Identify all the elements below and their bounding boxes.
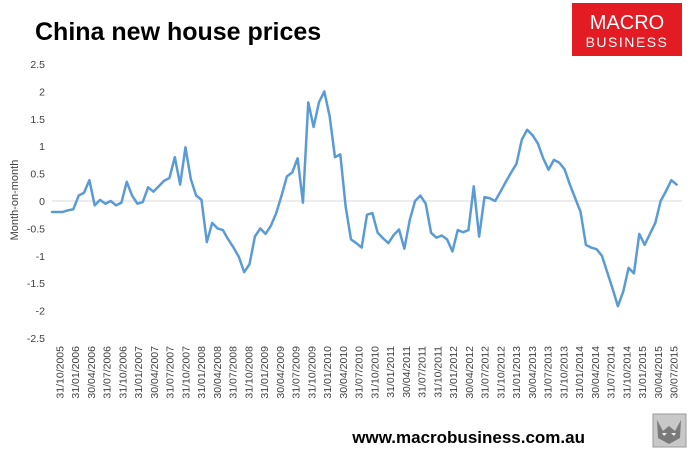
x-tick-label: 31/10/2011 xyxy=(432,346,444,398)
y-axis-ticks: 2.5 2 1.5 1 0.5 0 -0.5 -1 -1.5 -2 -2.5 xyxy=(27,59,45,345)
y-axis-label: Month-on-month xyxy=(9,160,21,241)
x-tick-label: 30/04/2011 xyxy=(401,346,413,398)
x-tick-label: 30/04/2010 xyxy=(338,346,350,399)
y-tick-label: 2.5 xyxy=(30,59,45,71)
x-tick-label: 31/07/2013 xyxy=(543,346,555,399)
x-tick-label: 31/07/2006 xyxy=(102,346,114,399)
logo-line2: BUSINESS xyxy=(586,34,669,50)
x-tick-label: 30/04/2006 xyxy=(86,346,98,399)
x-tick-label: 31/01/2012 xyxy=(448,346,460,399)
chart-title: China new house prices xyxy=(35,18,321,46)
x-tick-label: 30/04/2007 xyxy=(149,346,161,399)
y-tick-label: -2 xyxy=(36,306,45,318)
x-tick-label: 31/10/2009 xyxy=(306,346,318,399)
y-tick-label: 1 xyxy=(39,141,45,153)
x-tick-label: 30/04/2013 xyxy=(527,346,539,399)
x-tick-label: 31/07/2008 xyxy=(228,346,240,399)
y-tick-label: -1 xyxy=(36,251,45,263)
wolf-icon xyxy=(652,413,687,448)
x-tick-label: 30/04/2008 xyxy=(212,346,224,399)
x-tick-label: 31/10/2012 xyxy=(495,346,507,399)
x-tick-label: 30/04/2014 xyxy=(590,346,602,399)
x-tick-label: 31/10/2013 xyxy=(558,346,570,399)
x-tick-label: 31/01/2009 xyxy=(259,346,271,399)
x-tick-label: 31/07/2009 xyxy=(291,346,303,399)
y-tick-label: 1.5 xyxy=(30,114,45,126)
y-tick-label: 0 xyxy=(39,196,45,208)
x-tick-label: 31/10/2008 xyxy=(243,346,255,399)
x-tick-label: 31/10/2006 xyxy=(117,346,129,399)
series-line-0 xyxy=(50,90,678,308)
x-tick-label: 31/01/2008 xyxy=(196,346,208,399)
x-tick-label: 30/07/2015 xyxy=(669,346,681,399)
x-tick-label: 30/04/2015 xyxy=(653,346,665,399)
footer-url: www.macrobusiness.com.au xyxy=(351,428,585,447)
x-tick-label: 30/04/2009 xyxy=(275,346,287,399)
x-tick-label: 31/01/2011 xyxy=(385,346,397,398)
x-tick-label: 31/01/2007 xyxy=(133,346,145,399)
y-tick-label: -0.5 xyxy=(27,223,45,235)
x-tick-label: 31/01/2014 xyxy=(574,346,586,399)
y-tick-label: 0.5 xyxy=(30,169,45,181)
logo-line1: MACRO xyxy=(590,12,664,34)
y-tick-label: -2.5 xyxy=(27,333,45,345)
macrobusiness-logo: MACRO BUSINESS xyxy=(572,3,682,56)
x-tick-label: 31/10/2010 xyxy=(369,346,381,399)
x-tick-label: 31/01/2006 xyxy=(70,346,82,399)
x-axis-ticks: 31/10/2005 31/01/2006 30/04/2006 31/07/2006… xyxy=(54,346,680,399)
x-tick-label: 31/07/2011 xyxy=(417,346,429,398)
x-tick-label: 31/07/2012 xyxy=(480,346,492,399)
y-tick-label: 2 xyxy=(39,86,45,98)
x-tick-label: 31/10/2014 xyxy=(621,346,633,399)
x-tick-label: 31/01/2013 xyxy=(511,346,523,399)
x-tick-label: 31/01/2015 xyxy=(637,346,649,399)
x-tick-label: 31/10/2005 xyxy=(54,346,66,399)
y-tick-label: -1.5 xyxy=(27,278,45,290)
x-tick-label: 31/01/2010 xyxy=(322,346,334,399)
x-tick-label: 31/07/2010 xyxy=(354,346,366,399)
x-tick-label: 30/04/2012 xyxy=(464,346,476,399)
x-tick-label: 31/07/2007 xyxy=(165,346,177,399)
series-layer xyxy=(50,90,678,308)
x-tick-label: 31/07/2014 xyxy=(606,346,618,399)
x-tick-label: 31/10/2007 xyxy=(180,346,192,399)
